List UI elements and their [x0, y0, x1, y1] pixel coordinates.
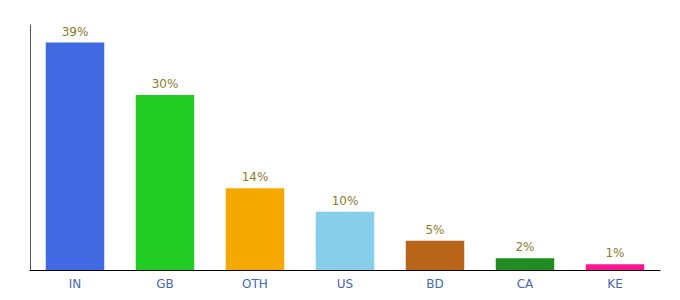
svg-text:39%: 39%	[62, 25, 89, 39]
svg-text:30%: 30%	[152, 77, 179, 91]
svg-text:KE: KE	[607, 277, 622, 291]
svg-text:CA: CA	[517, 277, 534, 291]
svg-text:BD: BD	[426, 277, 443, 291]
svg-text:5%: 5%	[425, 223, 444, 237]
svg-text:2%: 2%	[515, 240, 534, 254]
svg-text:IN: IN	[69, 277, 82, 291]
svg-text:1%: 1%	[605, 246, 624, 260]
svg-text:14%: 14%	[242, 170, 269, 184]
svg-text:GB: GB	[156, 277, 174, 291]
svg-text:US: US	[337, 277, 353, 291]
svg-text:OTH: OTH	[242, 277, 268, 291]
svg-text:10%: 10%	[332, 194, 359, 208]
